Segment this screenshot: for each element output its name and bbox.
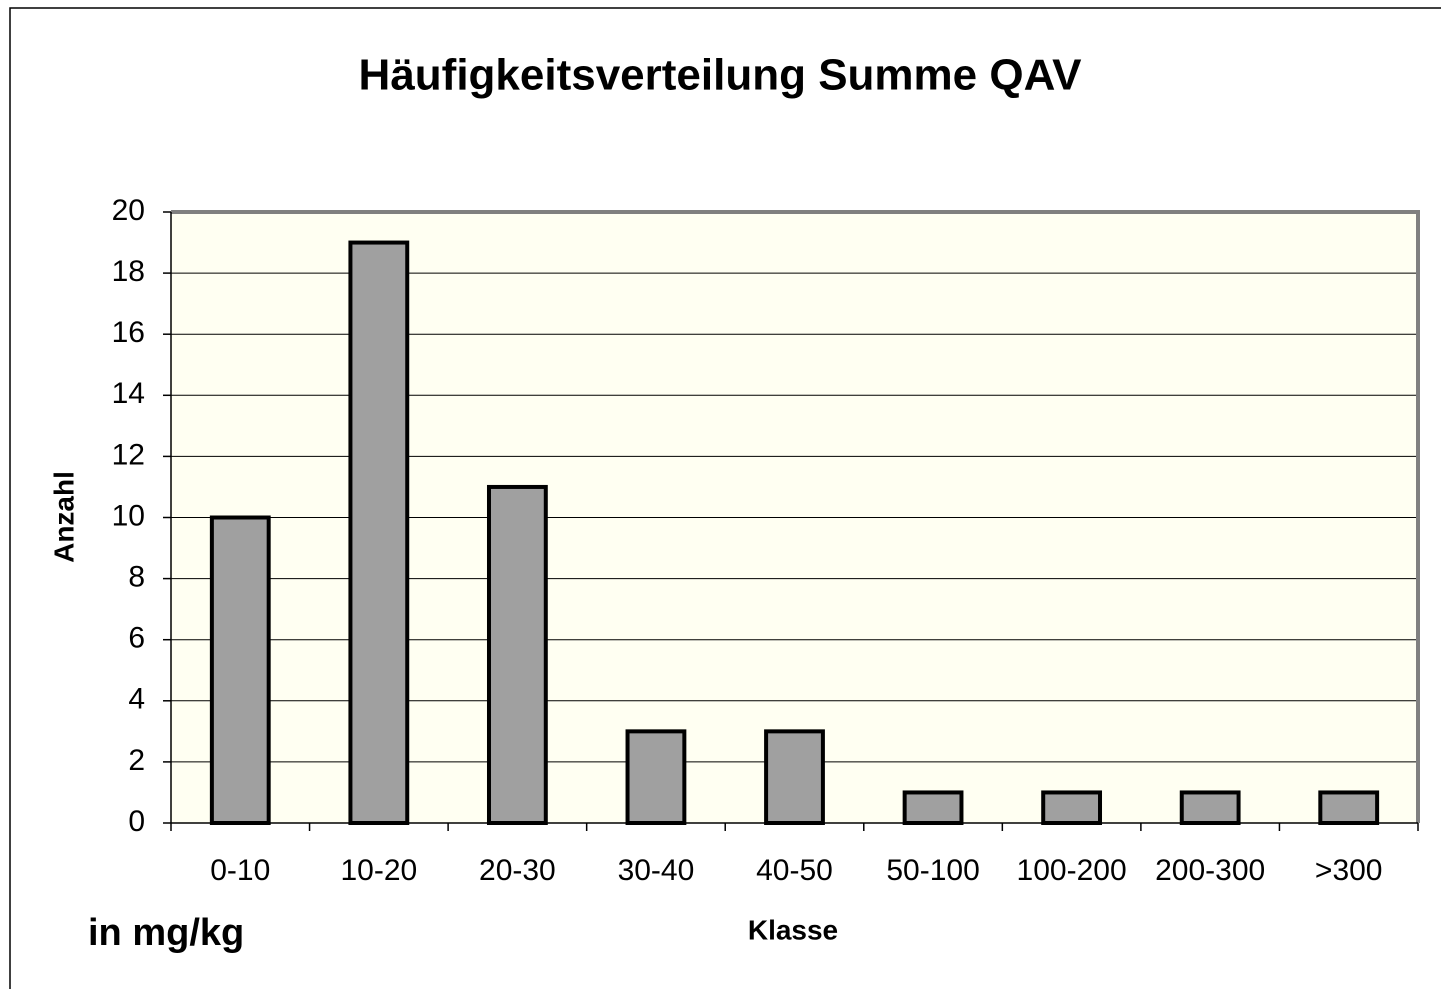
x-tick-label: 100-200 — [1017, 854, 1127, 887]
y-tick-label: 6 — [128, 622, 145, 655]
y-tick-label: 18 — [112, 255, 145, 288]
y-tick-label: 4 — [128, 683, 145, 716]
bar — [348, 240, 410, 826]
y-axis-label: Anzahl — [48, 471, 79, 563]
y-tick-label: 0 — [128, 805, 145, 838]
bar — [1179, 790, 1241, 826]
y-tick-label: 16 — [112, 316, 145, 349]
bar — [902, 790, 964, 826]
x-tick-label: 30-40 — [618, 854, 695, 887]
plot-border — [171, 210, 1420, 823]
x-tick-label: >300 — [1315, 854, 1383, 887]
bar — [1041, 790, 1103, 826]
y-tick-label: 14 — [112, 377, 145, 410]
x-tick-label: 0-10 — [210, 854, 270, 887]
bar — [486, 484, 548, 825]
x-axis-label: Klasse — [748, 914, 838, 945]
y-tick-label: 8 — [128, 561, 145, 594]
bar — [1318, 790, 1380, 826]
y-tick-label: 12 — [112, 438, 145, 471]
chart-title: Häufigkeitsverteilung Summe QAV — [359, 51, 1083, 100]
x-tick-label: 40-50 — [756, 854, 833, 887]
bar — [625, 729, 687, 825]
x-tick-label: 200-300 — [1155, 854, 1265, 887]
y-tick-label: 10 — [112, 499, 145, 532]
x-tick-label: 10-20 — [340, 854, 417, 887]
y-tick-label: 2 — [128, 744, 145, 777]
bar — [764, 729, 825, 825]
y-tick-label: 20 — [112, 194, 145, 227]
bar — [209, 515, 271, 825]
x-tick-label: 20-30 — [479, 854, 556, 887]
x-tick-label: 50-100 — [886, 854, 979, 887]
annotation: in mg/kg — [88, 912, 244, 954]
